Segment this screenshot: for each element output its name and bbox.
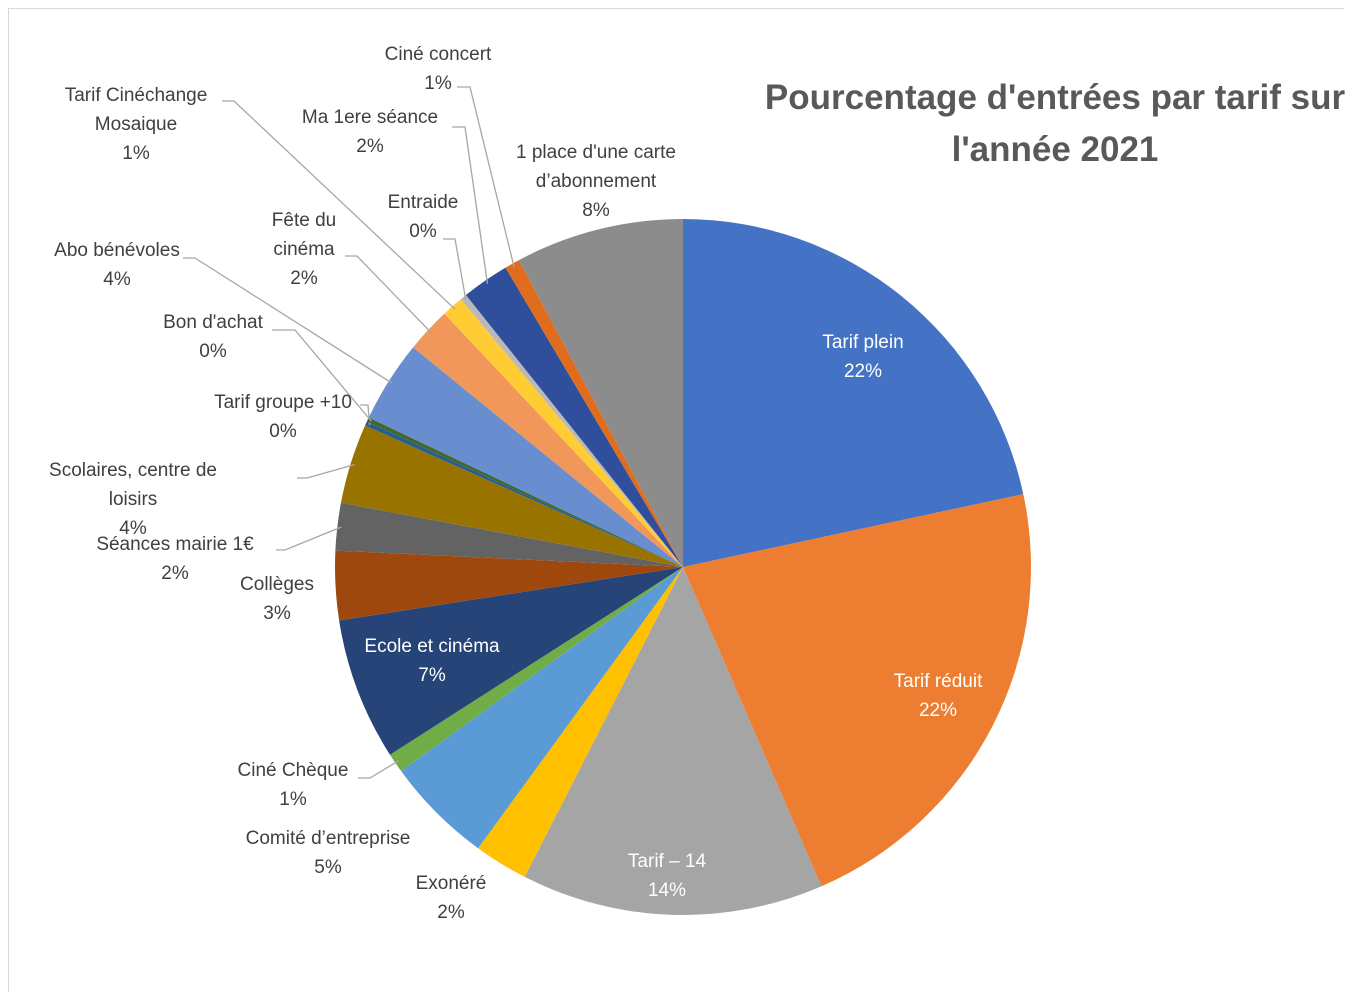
pie-slice (339, 567, 683, 755)
chart-frame (8, 8, 1344, 992)
pie-slice (505, 260, 683, 567)
pie-slice (389, 567, 683, 772)
data-label: 1 place d'une carte d’abonnement 8% (491, 138, 701, 225)
data-label: Ma 1ere séance 2% (280, 103, 460, 161)
value-label: 2% (290, 268, 318, 289)
value-label: 0% (269, 421, 297, 442)
category-label: Tarif groupe +10 (214, 392, 352, 413)
data-label: Tarif réduit 22% (838, 667, 1038, 725)
data-label: Bon d'achat 0% (133, 308, 293, 366)
category-label: Bon d'achat (163, 312, 263, 333)
leader-line (276, 526, 342, 551)
value-label: 3% (263, 603, 291, 624)
category-label: Scolaires, centre de loisirs (49, 460, 217, 510)
value-label: 14% (647, 880, 687, 901)
category-label: Tarif réduit (893, 671, 983, 692)
value-label: 7% (418, 665, 446, 686)
category-label: Exonéré (415, 873, 487, 894)
leader-line (183, 257, 393, 384)
data-label: Entraide 0% (373, 188, 473, 246)
pie-slice (365, 421, 683, 567)
value-label: 1% (279, 789, 307, 810)
value-label: 5% (314, 857, 342, 878)
value-label: 0% (199, 341, 227, 362)
leader-line (443, 238, 467, 301)
pie-slice (683, 494, 1031, 887)
category-label: 1 place d'une carte d’abonnement (516, 142, 676, 192)
category-label: Ma 1ere séance (301, 107, 439, 128)
data-label: Abo bénévoles 4% (27, 236, 207, 294)
category-label: Ecole et cinéma (364, 636, 500, 657)
data-label: Exonéré 2% (391, 869, 511, 927)
data-label: Tarif – 14 14% (567, 847, 767, 905)
value-label: 22% (843, 361, 883, 382)
pie-slice (340, 425, 683, 567)
value-label: 22% (918, 700, 958, 721)
data-label: Tarif groupe +10 0% (183, 388, 383, 446)
pie-slice (478, 567, 683, 877)
category-label: Séances mairie 1€ (96, 534, 254, 555)
data-label: Tarif plein 22% (763, 328, 963, 386)
category-label: Collèges (240, 574, 314, 595)
category-label: Tarif – 14 (627, 851, 707, 872)
leader-line (297, 463, 355, 479)
data-label: Scolaires, centre de loisirs 4% (28, 456, 238, 543)
data-label: Ciné Chèque 1% (223, 756, 363, 814)
pie-slice (444, 299, 683, 567)
data-label: Tarif Cinéchange Mosaique 1% (41, 81, 231, 168)
pie-slice (366, 417, 683, 567)
pie-slice (460, 295, 683, 567)
pie-slice (518, 219, 683, 567)
data-label: Collèges 3% (217, 570, 337, 628)
category-label: Tarif plein (822, 332, 904, 353)
category-label: Abo bénévoles (54, 240, 180, 261)
category-label: Ciné Chèque (237, 760, 349, 781)
pie-slice (401, 567, 683, 849)
leader-line (272, 329, 372, 422)
leader-line (457, 86, 515, 268)
data-label: Fête du cinéma 2% (259, 206, 349, 293)
pie-slice (368, 347, 683, 567)
value-label: 4% (103, 269, 131, 290)
leader-line (358, 760, 400, 779)
value-label: 4% (119, 518, 147, 539)
leader-line (345, 255, 432, 334)
category-label: Comité d’entreprise (245, 828, 411, 849)
data-label: Ecole et cinéma 7% (332, 632, 532, 690)
value-label: 8% (582, 200, 610, 221)
value-label: 0% (409, 221, 437, 242)
data-label: Comité d’entreprise 5% (208, 824, 448, 882)
leader-line (222, 100, 456, 310)
pie-slice (335, 502, 683, 567)
chart-title: Pourcentage d'entrées par tarif sur l'an… (764, 78, 1346, 169)
pie-slice (335, 550, 683, 621)
pie-slice (683, 219, 1024, 567)
category-label: Ciné concert (384, 44, 492, 65)
value-label: 1% (122, 143, 150, 164)
data-label: Ciné concert 1% (363, 40, 513, 98)
data-label: Séances mairie 1€ 2% (75, 530, 275, 588)
pie-slice (465, 267, 683, 567)
category-label: Entraide (387, 192, 459, 213)
leader-line (452, 126, 489, 285)
category-label: Fête du cinéma (271, 210, 337, 260)
pie-slice (524, 567, 822, 915)
value-label: 2% (161, 563, 189, 584)
value-label: 2% (437, 902, 465, 923)
value-label: 1% (424, 73, 452, 94)
pie-slice (413, 313, 683, 567)
category-label: Tarif Cinéchange Mosaique (64, 85, 208, 135)
value-label: 2% (356, 136, 384, 157)
